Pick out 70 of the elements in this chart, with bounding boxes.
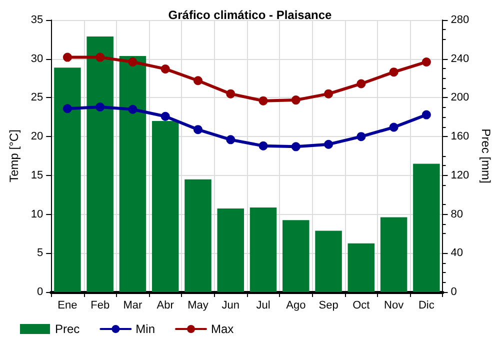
bar — [217, 208, 244, 292]
x-tick-label: Abr — [156, 300, 174, 312]
point — [422, 110, 431, 120]
point — [324, 140, 334, 149]
x-tick-label: Ago — [286, 300, 306, 312]
x-tick-label: Nov — [384, 300, 404, 312]
point — [128, 104, 138, 114]
x-tick-label: Oct — [352, 300, 370, 312]
x-tick-label: Mar — [123, 300, 143, 312]
x-tick-label: May — [188, 300, 209, 312]
y-tick-label: 30 — [30, 52, 44, 65]
point — [226, 135, 236, 144]
bar — [86, 36, 114, 292]
legend-label: Max — [211, 322, 234, 336]
y2-axis-title: Prec [mm] — [479, 128, 493, 184]
x-tick-label: Jun — [222, 300, 240, 312]
point — [128, 57, 138, 66]
y-tick-label: 35 — [30, 14, 44, 26]
bar — [250, 207, 277, 292]
point — [194, 76, 202, 86]
point — [62, 52, 72, 62]
point — [62, 104, 72, 114]
y2-tick-label: 80 — [450, 208, 463, 220]
x-tick-label: Dic — [418, 300, 435, 312]
point — [258, 141, 268, 150]
point — [324, 89, 334, 98]
y-tick-label: 20 — [30, 130, 44, 143]
point — [291, 96, 300, 105]
x-tick-label: Feb — [90, 300, 110, 312]
y-tick-label: 25 — [30, 92, 44, 104]
y2-tick-label: 120 — [450, 169, 470, 182]
x-tick-label: Ene — [58, 300, 78, 312]
bar — [54, 68, 81, 292]
point — [96, 102, 105, 112]
y2-tick-label: 240 — [450, 52, 470, 65]
point — [291, 142, 300, 152]
legend-label: Min — [136, 322, 156, 336]
bar — [184, 179, 212, 292]
bar — [282, 220, 310, 292]
point — [258, 96, 268, 106]
point — [356, 79, 366, 88]
y2-tick-label: 200 — [450, 92, 470, 104]
point — [226, 89, 236, 98]
legend-label: Prec — [55, 322, 80, 336]
y2-tick-label: 160 — [450, 130, 470, 143]
y-tick-label: 5 — [37, 247, 44, 260]
y-axis-title: Temp [°C] — [7, 130, 21, 182]
bar — [413, 164, 440, 292]
point — [422, 57, 431, 66]
point — [389, 68, 398, 77]
y-tick-label: 10 — [30, 208, 44, 220]
y2-tick-label: 280 — [450, 14, 470, 26]
x-tick-label: Jul — [256, 300, 270, 312]
y2-tick-label: 0 — [450, 286, 457, 298]
chart-title: Gráfico climático - Plaisance — [168, 8, 332, 22]
bar — [315, 230, 342, 292]
y-tick-label: 0 — [37, 286, 44, 298]
point — [389, 122, 398, 132]
point — [160, 64, 170, 74]
point — [356, 132, 366, 142]
y2-tick-label: 40 — [450, 247, 463, 260]
y-tick-label: 15 — [30, 169, 44, 182]
x-tick-label: Sep — [318, 300, 338, 312]
bar — [119, 56, 146, 292]
point — [194, 125, 202, 134]
bar — [348, 243, 375, 292]
bar — [380, 217, 408, 292]
bar — [152, 121, 179, 292]
point — [160, 112, 170, 121]
point — [96, 52, 105, 62]
